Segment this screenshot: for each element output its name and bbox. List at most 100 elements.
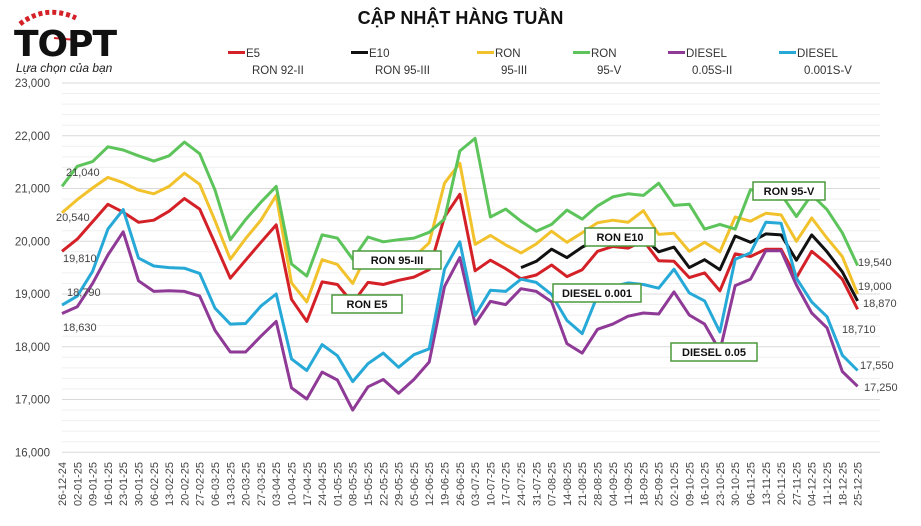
x-tick-label: 20-03-25 [241,462,253,506]
series-line [61,208,859,384]
x-tick-label: 18-12-25 [837,462,849,506]
legend-sublabel: 95-V [597,65,622,77]
x-tick-label: 09-01-25 [88,462,100,506]
y-tick-label: 17,000 [15,395,50,407]
x-tick-label: 20-11-25 [776,462,788,505]
x-tick-label: 13-03-25 [225,462,237,506]
x-tick-label: 31-07-25 [531,462,543,506]
callout-box [670,342,758,362]
legend-item-diesel-005: DIESEL 0.05S-II [668,46,732,80]
x-tick-label: 30-01-25 [134,462,146,506]
callout-box [552,283,642,303]
value-annotation: 17,550 [860,360,894,372]
legend-item-ron95-iii: RON 95-III [477,46,527,80]
callout-box [584,227,656,247]
callout-label: DIESEL 0.001 [562,288,632,300]
callout-box [331,294,403,314]
value-annotation: 19,000 [858,281,892,293]
legend-swatch [351,51,368,55]
x-tick-label: 30-10-25 [730,462,742,506]
x-tick-label: 27-03-25 [256,462,268,506]
x-tick-label: 11-09-25 [623,462,635,505]
y-tick-label: 20,000 [15,236,50,248]
callout-label: DIESEL 0.05 [682,347,746,359]
x-tick-label: 06-03-25 [210,462,222,506]
x-tick-label: 05-06-25 [409,462,421,506]
legend-sublabel: 95-III [501,65,528,77]
legend-sublabel: 0.05S-II [692,65,733,77]
callout-label: RON E5 [347,299,388,311]
value-annotation: 18,870 [863,298,897,310]
x-tick-label: 20-02-25 [179,462,191,506]
legend-item-diesel-0001: DIESEL 0.001S-V [779,46,852,80]
callout-box [352,250,442,270]
legend-item-e5: E5 RON 92-II [228,46,304,80]
legend-swatch [228,51,245,55]
series-lines [60,136,859,412]
series-line [61,161,859,304]
series-line [60,136,859,278]
x-tick-label: 12-06-25 [424,462,436,506]
x-tick-label: 17-07-25 [501,462,513,506]
x-tick-label: 25-12-25 [853,462,865,506]
x-tick-label: 16-01-25 [103,462,115,506]
callout-box [752,181,826,201]
value-annotation: 18,710 [842,324,876,336]
x-tick-label: 03-07-25 [470,462,482,506]
x-tick-label: 28-08-25 [593,462,605,506]
y-tick-label: 22,000 [15,131,50,143]
x-tick-label: 15-05-25 [363,462,375,506]
x-tick-label: 04-09-25 [608,462,620,506]
x-tick-label: 22-05-25 [378,462,390,506]
legend-item-e10: E10 RON 95-III [351,46,430,80]
x-tick-label: 29-05-25 [394,462,406,506]
x-tick-label: 18-09-25 [638,462,650,506]
x-tick-label: 03-04-25 [271,462,283,506]
x-tick-label: 26-06-25 [455,462,467,506]
legend-sublabel: RON 95-III [375,65,430,77]
x-tick-label: 10-04-25 [287,462,299,506]
legend-label: DIESEL [797,48,838,60]
x-tick-label: 06-11-25 [746,462,758,505]
x-tick-label: 17-04-25 [302,462,314,506]
y-axis: 16,000 17,000 18,000 19,000 20,000 21,000 22,0… [15,78,50,459]
x-tick-label: 02-10-25 [669,462,681,506]
legend-label: RON [591,48,617,60]
x-tick-label: 04-12-25 [807,462,819,506]
legend-swatch [573,51,590,55]
x-tick-label: 11-12-25 [822,462,834,505]
x-tick-label: 07-08-25 [547,462,559,506]
chart-legend: E5 RON 92-II E10 RON 95-III RON 95-III R… [0,46,921,86]
logo-text: TOPT [14,24,117,65]
x-tick-label: 24-04-25 [317,462,329,506]
value-annotation: 19,540 [858,257,892,269]
series-line [61,192,859,323]
legend-item-ron95-v: RON 95-V [573,46,621,80]
x-tick-label: 23-01-25 [118,462,130,506]
legend-sublabel: RON 92-II [252,65,304,77]
value-annotation: 19,810 [63,253,97,265]
value-annotation: 20,540 [56,212,90,224]
x-tick-label: 14-08-25 [562,462,574,506]
x-tick-label: 23-10-25 [715,462,727,506]
speedometer-logo-icon [18,9,78,41]
callout-labels: RON 95-III RON E5 RON E10 DIESEL 0.001 DIESE… [331,181,826,362]
y-tick-label: 16,000 [15,447,50,459]
legend-sublabel: 0.001S-V [804,65,852,77]
legend-swatch [779,51,796,55]
x-tick-label: 21-08-25 [577,462,589,506]
y-tick-label: 19,000 [15,289,50,301]
callout-label: RON 95-III [371,255,424,267]
callout-label: RON E10 [596,232,643,244]
value-annotation: 18,790 [67,287,101,299]
topt-logo: TOPT Lựa chọn của bạn [6,6,156,75]
value-annotation: 18,630 [63,322,97,334]
x-tick-label: 10-07-25 [485,462,497,506]
value-annotation: 17,250 [864,382,898,394]
y-tick-label: 21,000 [15,184,50,196]
x-tick-label: 09-10-25 [684,462,696,506]
legend-label: RON [495,48,521,60]
x-axis: 26-12-24 02-01-25 09-01-25 16-01-25 23-01-25… [57,462,865,506]
x-tick-label: 24-07-25 [516,462,528,506]
